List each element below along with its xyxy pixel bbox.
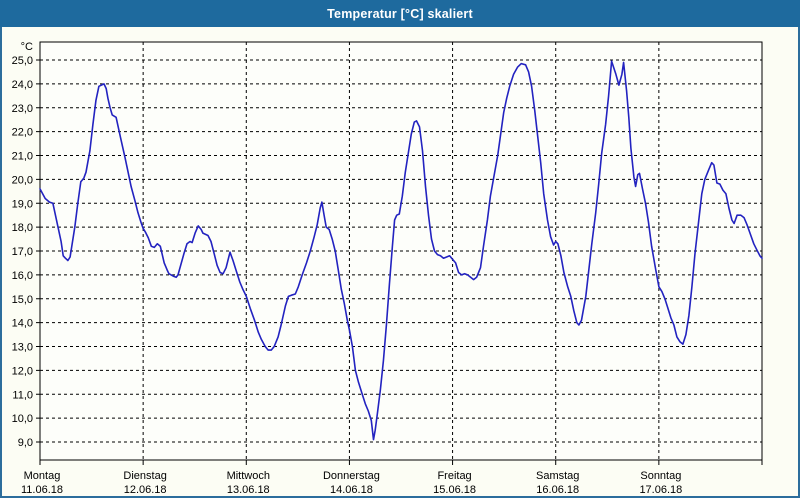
x-axis-day-label: Mittwoch: [227, 470, 270, 482]
window-titlebar: Temperatur [°C] skaliert: [0, 0, 800, 27]
x-axis-day-label: Montag: [24, 470, 61, 482]
y-axis-unit-label: °C: [21, 41, 33, 53]
x-axis-date-label: 17.06.18: [639, 484, 682, 496]
chart-area: 25,0 24,0 23,0 22,0 21,0 20,0 19,0 18,0 17,0 16,0…: [2, 27, 800, 500]
y-axis-label: 23,0: [12, 103, 33, 115]
temperature-line: [39, 60, 763, 441]
x-axis-day-label: Sonntag: [640, 470, 681, 482]
y-axis-label: 22,0: [12, 127, 33, 139]
y-axis-label: 12,0: [12, 365, 33, 377]
y-axis-label: 24,0: [12, 79, 33, 91]
x-axis-date-label: 16.06.18: [536, 484, 579, 496]
y-axis-label: 13,0: [12, 342, 33, 354]
window-title: Temperatur [°C] skaliert: [327, 6, 473, 21]
y-axis-label: 25,0: [12, 55, 33, 67]
y-axis-label: 14,0: [12, 318, 33, 330]
x-axis-date-label: 15.06.18: [433, 484, 476, 496]
y-axis-label: 16,0: [12, 270, 33, 282]
y-axis-label: 15,0: [12, 294, 33, 306]
y-axis-label: 21,0: [12, 151, 33, 163]
y-axis-label: 20,0: [12, 174, 33, 186]
x-axis-date-label: 14.06.18: [330, 484, 373, 496]
x-axis-day-label: Freitag: [437, 470, 471, 482]
x-axis-day-label: Dienstag: [123, 470, 166, 482]
y-axis-label: 18,0: [12, 222, 33, 234]
temperature-chart: 25,0 24,0 23,0 22,0 21,0 20,0 19,0 18,0 17,0 16,0…: [12, 41, 763, 496]
y-axis-label: 19,0: [12, 198, 33, 210]
y-axis-label: 9,0: [18, 437, 33, 449]
y-axis-label: 11,0: [12, 389, 33, 401]
x-axis-day-label: Samstag: [536, 470, 579, 482]
x-axis-date-label: 11.06.18: [21, 484, 63, 496]
x-axis-date-label: 13.06.18: [227, 484, 270, 496]
y-axis-label: 10,0: [12, 413, 33, 425]
x-axis-day-label: Donnerstag: [323, 470, 380, 482]
x-axis-date-label: 12.06.18: [124, 484, 167, 496]
y-axis-label: 17,0: [12, 246, 33, 258]
